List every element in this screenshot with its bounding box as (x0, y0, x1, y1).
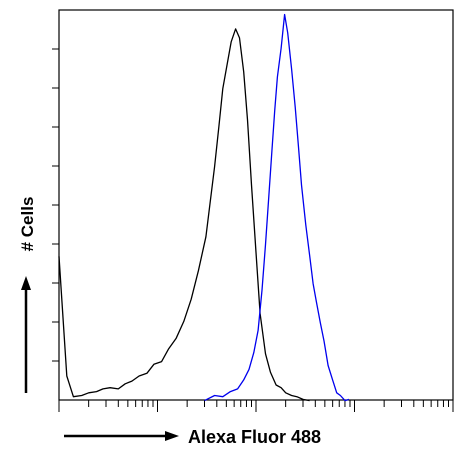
series-line-2 (204, 13, 350, 402)
y-axis-ticks (52, 48, 59, 362)
y-axis-arrowhead (21, 276, 31, 290)
x-axis-label: Alexa Fluor 488 (188, 427, 321, 447)
series-line-1 (58, 28, 310, 402)
x-axis-arrowhead (165, 431, 179, 441)
series-layer (58, 13, 350, 402)
y-axis-label: # Cells (18, 197, 37, 252)
x-axis-ticks (58, 400, 454, 412)
